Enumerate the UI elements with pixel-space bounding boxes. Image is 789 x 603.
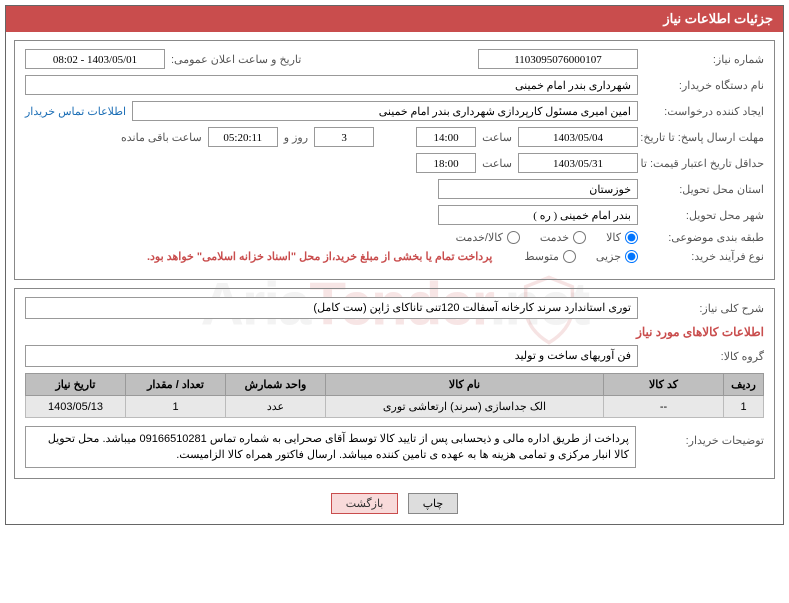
table-header: نام کالا <box>326 374 604 396</box>
goods-group-label: گروه کالا: <box>644 350 764 363</box>
radio-service[interactable]: خدمت <box>540 231 586 244</box>
panel-header: جزئیات اطلاعات نیاز <box>6 6 783 32</box>
table-cell: عدد <box>226 396 326 418</box>
back-button[interactable]: بازگشت <box>331 493 399 514</box>
buyer-notes-value: پرداخت از طریق اداره مالی و ذیحسابی پس ا… <box>25 426 636 468</box>
buyer-org-label: نام دستگاه خریدار: <box>644 79 764 92</box>
deadline-reply-label: مهلت ارسال پاسخ: تا تاریخ: <box>644 131 764 144</box>
city-value: بندر امام خمینی ( ره ) <box>438 205 638 225</box>
city-label: شهر محل تحویل: <box>644 209 764 222</box>
deadline-reply-time: 14:00 <box>416 127 476 147</box>
goods-info-panel: شرح کلی نیاز: توری استاندارد سرند کارخان… <box>14 288 775 479</box>
validity-label: حداقل تاریخ اعتبار قیمت: تا تاریخ: <box>644 157 764 170</box>
table-header: تاریخ نیاز <box>26 374 126 396</box>
announce-value: 1403/05/01 - 08:02 <box>25 49 165 69</box>
goods-group-value: فن آوریهای ساخت و تولید <box>25 345 638 367</box>
table-cell: الک جداسازی (سرند) ارتعاشی توری <box>326 396 604 418</box>
table-header: واحد شمارش <box>226 374 326 396</box>
request-info-panel: شماره نیاز: 1103095076000107 تاریخ و ساع… <box>14 40 775 280</box>
days-remaining: 3 <box>314 127 374 147</box>
class-radio-group: کالا خدمت کالا/خدمت <box>456 231 638 244</box>
button-bar: چاپ بازگشت <box>14 487 775 516</box>
hour-label-2: ساعت <box>482 157 512 170</box>
request-no-label: شماره نیاز: <box>644 53 764 66</box>
remain-label: ساعت باقی مانده <box>121 131 202 144</box>
validity-date: 1403/05/31 <box>518 153 638 173</box>
page-title: جزئیات اطلاعات نیاز <box>663 11 773 26</box>
radio-goods[interactable]: کالا <box>606 231 638 244</box>
contact-link[interactable]: اطلاعات تماس خریدار <box>25 105 126 118</box>
radio-medium[interactable]: متوسط <box>524 250 576 263</box>
table-cell: -- <box>604 396 724 418</box>
countdown-value: 05:20:11 <box>208 127 278 147</box>
table-cell: 1 <box>126 396 226 418</box>
goods-table: ردیفکد کالانام کالاواحد شمارشتعداد / مقد… <box>25 373 764 418</box>
table-header: تعداد / مقدار <box>126 374 226 396</box>
announce-label: تاریخ و ساعت اعلان عمومی: <box>171 53 301 66</box>
province-label: استان محل تحویل: <box>644 183 764 196</box>
table-row: 1--الک جداسازی (سرند) ارتعاشی توریعدد114… <box>26 396 764 418</box>
table-cell: 1 <box>724 396 764 418</box>
print-button[interactable]: چاپ <box>408 493 459 514</box>
table-header: کد کالا <box>604 374 724 396</box>
process-radio-group: جزیی متوسط <box>524 250 638 263</box>
table-header: ردیف <box>724 374 764 396</box>
creator-label: ایجاد کننده درخواست: <box>644 105 764 118</box>
goods-info-title: اطلاعات کالاهای مورد نیاز <box>25 325 764 339</box>
main-container: جزئیات اطلاعات نیاز شماره نیاز: 11030950… <box>5 5 784 525</box>
radio-partial[interactable]: جزیی <box>596 250 638 263</box>
radio-both[interactable]: کالا/خدمت <box>456 231 520 244</box>
buyer-org-value: شهرداری بندر امام خمینی <box>25 75 638 95</box>
table-cell: 1403/05/13 <box>26 396 126 418</box>
overall-desc-value: توری استاندارد سرند کارخانه آسفالت 120تن… <box>25 297 638 319</box>
deadline-reply-date: 1403/05/04 <box>518 127 638 147</box>
content-area: شماره نیاز: 1103095076000107 تاریخ و ساع… <box>6 32 783 524</box>
validity-time: 18:00 <box>416 153 476 173</box>
creator-value: امین امیری مسئول کارپردازی شهرداری بندر … <box>132 101 638 121</box>
days-and-label: روز و <box>284 131 308 144</box>
province-value: خوزستان <box>438 179 638 199</box>
class-label: طبقه بندی موضوعی: <box>644 231 764 244</box>
process-label: نوع فرآیند خرید: <box>644 250 764 263</box>
payment-note: پرداخت تمام یا بخشی از مبلغ خرید،از محل … <box>147 250 492 263</box>
request-no-value: 1103095076000107 <box>478 49 638 69</box>
hour-label-1: ساعت <box>482 131 512 144</box>
overall-desc-label: شرح کلی نیاز: <box>644 302 764 315</box>
buyer-notes-label: توضیحات خریدار: <box>644 426 764 447</box>
